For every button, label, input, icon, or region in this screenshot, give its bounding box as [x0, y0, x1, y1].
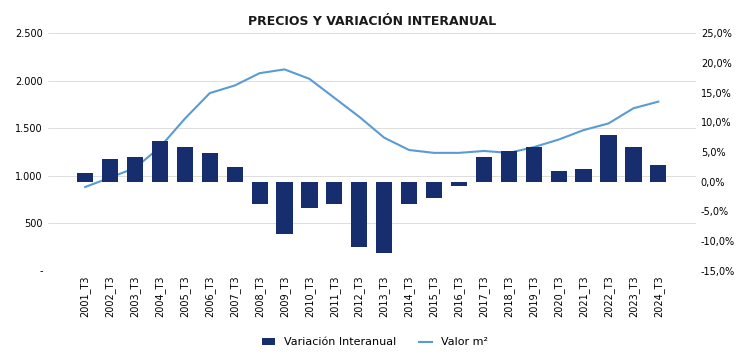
- Bar: [127, 157, 143, 182]
- Bar: [526, 147, 542, 182]
- Bar: [451, 182, 467, 186]
- Bar: [202, 153, 217, 182]
- Bar: [77, 173, 93, 182]
- Bar: [401, 182, 417, 204]
- Bar: [650, 165, 667, 182]
- Bar: [152, 141, 168, 182]
- Bar: [251, 182, 268, 204]
- Bar: [601, 135, 616, 182]
- Bar: [626, 147, 641, 182]
- Bar: [426, 182, 442, 198]
- Bar: [476, 157, 492, 182]
- Bar: [177, 147, 193, 182]
- Title: PRECIOS Y VARIACIÓN INTERANUAL: PRECIOS Y VARIACIÓN INTERANUAL: [248, 15, 496, 28]
- Bar: [102, 159, 118, 182]
- Bar: [302, 182, 317, 208]
- Bar: [277, 182, 292, 234]
- Bar: [501, 151, 517, 182]
- Legend: Variación Interanual, Valor m²: Variación Interanual, Valor m²: [257, 333, 493, 352]
- Bar: [550, 171, 567, 182]
- Bar: [226, 167, 243, 182]
- Bar: [326, 182, 343, 204]
- Bar: [351, 182, 368, 247]
- Bar: [575, 169, 592, 182]
- Bar: [376, 182, 392, 253]
